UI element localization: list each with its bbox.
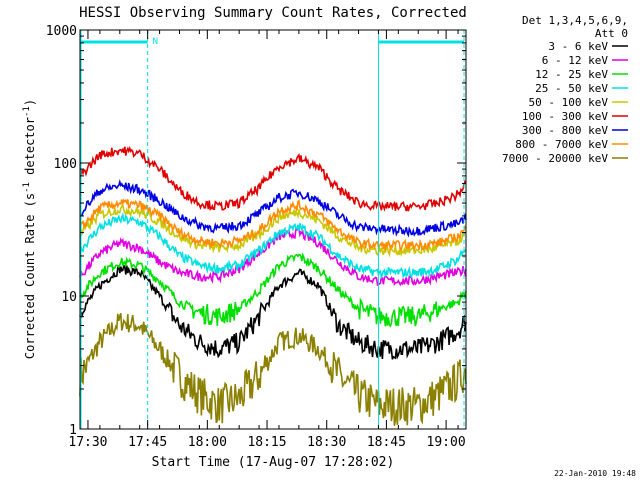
- y-label-sup1: -1: [22, 182, 32, 193]
- x-tick-label: 18:30: [307, 435, 346, 450]
- series-line: [79, 313, 467, 426]
- series-line: [79, 226, 467, 287]
- plot-frame: [79, 29, 467, 430]
- legend-label: 50 - 100 keV: [529, 96, 609, 109]
- series-line: [79, 264, 467, 360]
- y-label-main: Corrected Count Rate (s: [23, 193, 37, 359]
- legend-header-line2: Att 0: [595, 27, 628, 40]
- footer-timestamp: 22-Jan-2010 19:48: [554, 469, 636, 478]
- y-axis-ticks: 1 10 100 1000: [46, 24, 466, 438]
- series-line: [79, 203, 467, 258]
- y-tick-label: 1: [69, 423, 77, 438]
- x-tick-label: 17:30: [68, 435, 107, 450]
- chart-title: HESSI Observing Summary Count Rates, Cor…: [79, 5, 467, 21]
- y-tick-label: 100: [54, 157, 77, 172]
- legend-label: 25 - 50 keV: [535, 82, 608, 95]
- series-line: [79, 145, 467, 212]
- x-axis-label: Start Time (17-Aug-07 17:28:02): [152, 455, 395, 470]
- x-axis-ticks: 17:30 17:45 18:00 18:15 18:30 18:45 19:00: [68, 30, 466, 450]
- legend-label: 300 - 800 keV: [522, 124, 608, 137]
- orbit-annotations: N: [80, 30, 465, 429]
- legend-label: 100 - 300 keV: [522, 110, 608, 123]
- series-curves: [79, 145, 467, 426]
- series-line: [79, 179, 467, 238]
- y-axis-label: Corrected Count Rate (s-1 detector-1): [22, 99, 37, 359]
- series-line: [79, 252, 467, 328]
- legend-label: 7000 - 20000 keV: [502, 152, 608, 165]
- y-tick-label: 10: [61, 290, 77, 305]
- attenuator-label: N: [153, 37, 158, 47]
- legend-label: 6 - 12 keV: [542, 54, 609, 67]
- legend-label: 800 - 7000 keV: [515, 138, 608, 151]
- legend-header-line1: Det 1,3,4,5,6,9,: [522, 14, 628, 27]
- x-tick-label: 18:15: [247, 435, 286, 450]
- series-line: [79, 198, 467, 252]
- x-tick-label: 19:00: [427, 435, 466, 450]
- x-tick-label: 17:45: [128, 435, 167, 450]
- y-tick-label: 1000: [46, 24, 77, 39]
- x-tick-label: 18:45: [367, 435, 406, 450]
- y-label-end: ): [23, 99, 37, 106]
- y-label-sup2: -1: [22, 106, 32, 117]
- series-line: [79, 212, 467, 280]
- y-label-mid: detector: [23, 117, 37, 182]
- x-tick-label: 18:00: [188, 435, 227, 450]
- legend-label: 12 - 25 keV: [535, 68, 608, 81]
- legend-label: 3 - 6 keV: [548, 40, 608, 53]
